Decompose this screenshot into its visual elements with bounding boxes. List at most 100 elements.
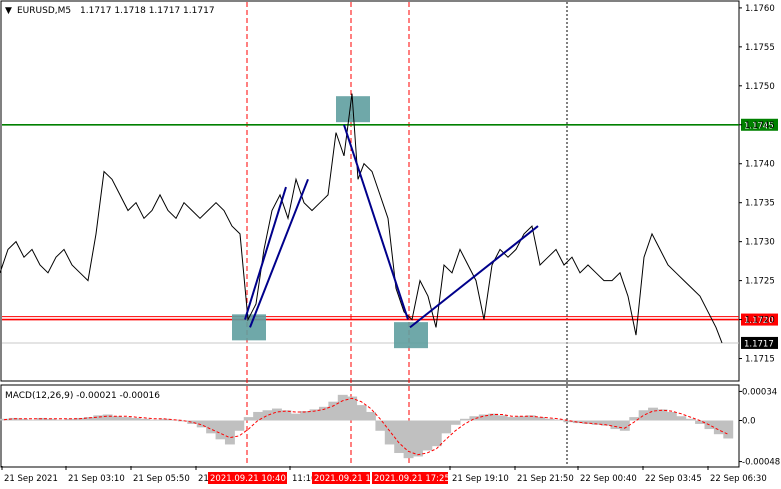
macd-bar — [638, 410, 649, 421]
macd-bar — [469, 416, 480, 421]
macd-bar — [666, 411, 677, 421]
macd-bar — [525, 415, 536, 421]
macd-bar — [112, 416, 123, 421]
macd-bar — [497, 415, 508, 421]
price-tick-label: 1.1715 — [745, 355, 775, 365]
level-tag-text-1.1720: 1.1720 — [744, 316, 774, 326]
time-highlight-tag — [372, 472, 448, 484]
macd-bar — [572, 420, 583, 424]
macd-axis: 0.00034 0.0 -0.00048 — [739, 387, 780, 468]
level-tag-text-1.1745: 1.1745 — [744, 121, 774, 131]
macd-tick-label: 0.00034 — [742, 387, 777, 397]
macd-bar — [629, 417, 640, 421]
price-pane-frame — [0, 0, 740, 382]
macd-bar — [403, 420, 414, 459]
macd-bar — [460, 418, 470, 421]
macd-bar — [130, 417, 141, 421]
macd-bar — [478, 414, 489, 421]
macd-bar — [685, 418, 696, 421]
price-tick-label: 1.1720 — [745, 316, 775, 326]
macd-bar — [93, 415, 104, 421]
price-tick-label: 1.1750 — [745, 82, 775, 92]
macd-bar — [281, 410, 292, 421]
macd-bar — [591, 420, 602, 425]
symbol-dropdown-icon[interactable]: ▼ — [5, 6, 12, 16]
macd-bar — [243, 417, 254, 421]
macd-bar — [65, 418, 76, 421]
time-axis: 21 Sep 2021 21 Sep 03:10 21 Sep 05:50 21 11:… — [1, 466, 767, 484]
macd-bar — [27, 419, 38, 421]
time-highlight-tag — [312, 472, 370, 484]
macd-tick-label: -0.00048 — [742, 458, 780, 468]
macd-bar — [290, 413, 301, 421]
macd-bar — [431, 420, 442, 447]
macd-bar — [507, 417, 517, 421]
trend-line-1 — [244, 186, 287, 320]
macd-bar — [46, 418, 57, 421]
macd-bar — [648, 407, 658, 421]
macd-bar — [601, 420, 611, 426]
macd-bar — [413, 420, 423, 457]
macd-bar — [695, 420, 705, 424]
macd-bar — [102, 414, 113, 421]
macd-bar — [657, 409, 668, 421]
time-highlight-tag — [208, 472, 287, 484]
macd-bar — [544, 418, 555, 421]
price-tick-label: 1.1740 — [745, 160, 775, 170]
macd-bar — [563, 420, 574, 423]
macd-bar — [394, 420, 405, 454]
macd-bar — [159, 418, 170, 421]
macd-bar — [168, 419, 179, 421]
price-axis: 1.17451.17201.17601.17551.17501.17451.17… — [739, 4, 778, 365]
macd-bar — [55, 419, 66, 421]
macd-bar — [140, 418, 151, 421]
macd-bar — [450, 420, 461, 425]
time-highlight-text: 2021.09.21 17:25 — [374, 474, 450, 484]
trend-line-4 — [409, 225, 539, 329]
price-tick-label: 1.1725 — [745, 277, 775, 287]
macd-bar — [328, 401, 339, 421]
macd-bar — [582, 420, 593, 424]
macd-bar — [356, 405, 367, 421]
symbol-label: EURUSD,M5 — [17, 6, 71, 16]
macd-bar — [253, 411, 264, 421]
price-tick-label: 1.1730 — [745, 238, 775, 248]
macd-bar — [337, 394, 348, 421]
macd-bar — [271, 408, 282, 421]
macd-tick-label: 0.0 — [742, 417, 756, 427]
macd-bar — [516, 416, 527, 421]
macd-bar — [262, 410, 273, 421]
time-tick-label: 21 Sep 21:50 — [517, 474, 574, 484]
macd-bar — [713, 420, 724, 435]
trend-line-2 — [249, 178, 309, 328]
time-tick-label: 22 Sep 00:40 — [580, 474, 637, 484]
macd-bar — [347, 396, 358, 421]
macd-bar — [422, 420, 433, 451]
price-tick-label: 1.1735 — [745, 199, 775, 209]
macd-bar — [488, 413, 499, 421]
macd-bar — [309, 409, 320, 421]
time-highlight-text: 2021.09.21 1 — [314, 474, 371, 484]
time-tick-label: 11:10 — [292, 474, 317, 484]
macd-bar — [224, 420, 235, 445]
time-tick-label: 21 Sep 19:10 — [452, 474, 509, 484]
trend-line-3 — [343, 124, 409, 320]
current-price-tag — [741, 336, 778, 349]
horizontal-levels — [2, 123, 739, 344]
macd-bar — [318, 406, 329, 421]
vertical-markers — [246, 2, 568, 466]
macd-bar — [384, 420, 395, 445]
macd-bar — [206, 420, 217, 434]
macd-bar — [375, 420, 386, 431]
macd-bar — [234, 420, 245, 431]
price-line — [0, 93, 723, 344]
macd-bar — [149, 419, 160, 421]
macd-bar — [215, 420, 226, 440]
macd-bar — [177, 420, 188, 422]
macd-bar — [554, 419, 564, 421]
macd-bar — [8, 417, 19, 421]
time-tick-label: 21 Sep 05:50 — [133, 474, 190, 484]
macd-bar — [187, 420, 198, 424]
time-tick-label: 22 Sep 03:45 — [645, 474, 702, 484]
